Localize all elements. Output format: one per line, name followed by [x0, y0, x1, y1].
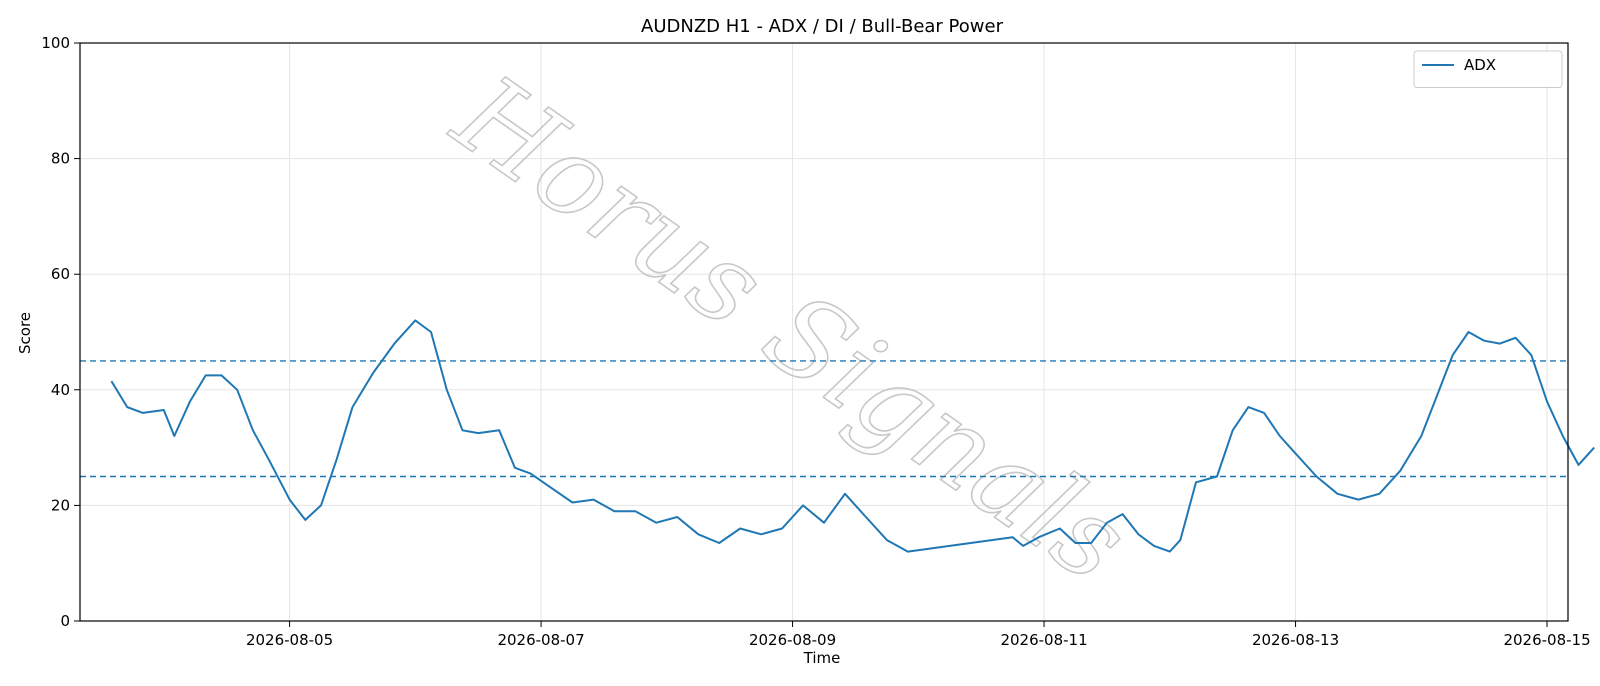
x-tick-label: 2026-08-13	[1252, 631, 1339, 649]
x-tick-label: 2026-08-09	[749, 631, 836, 649]
legend-label: ADX	[1464, 56, 1496, 74]
x-tick-label: 2026-08-15	[1503, 631, 1590, 649]
y-tick-label: 80	[51, 150, 70, 168]
y-tick-label: 60	[51, 265, 70, 283]
legend-box	[1413, 50, 1563, 88]
x-axis-label: Time	[803, 649, 841, 667]
y-tick-label: 40	[51, 381, 70, 399]
series-line-adx	[110, 319, 1595, 553]
watermark: Horus Signals	[432, 50, 1151, 607]
y-tick-label: 0	[60, 612, 70, 630]
x-tick-label: 2026-08-11	[1000, 631, 1087, 649]
y-axis-label: Score	[16, 312, 34, 354]
plot-frame	[79, 42, 1569, 622]
x-tick-label: 2026-08-05	[246, 631, 333, 649]
x-tick-label: 2026-08-07	[497, 631, 584, 649]
plot-area: Horus Signals 0 20 40 60 80 100 2026-08-05 2026-…	[41, 34, 1595, 649]
y-tick-label: 100	[41, 34, 70, 52]
chart-title: AUDNZD H1 - ADX / DI / Bull-Bear Power	[641, 16, 1004, 37]
y-tick-label: 20	[51, 496, 70, 514]
legend: ADX	[1413, 50, 1563, 88]
